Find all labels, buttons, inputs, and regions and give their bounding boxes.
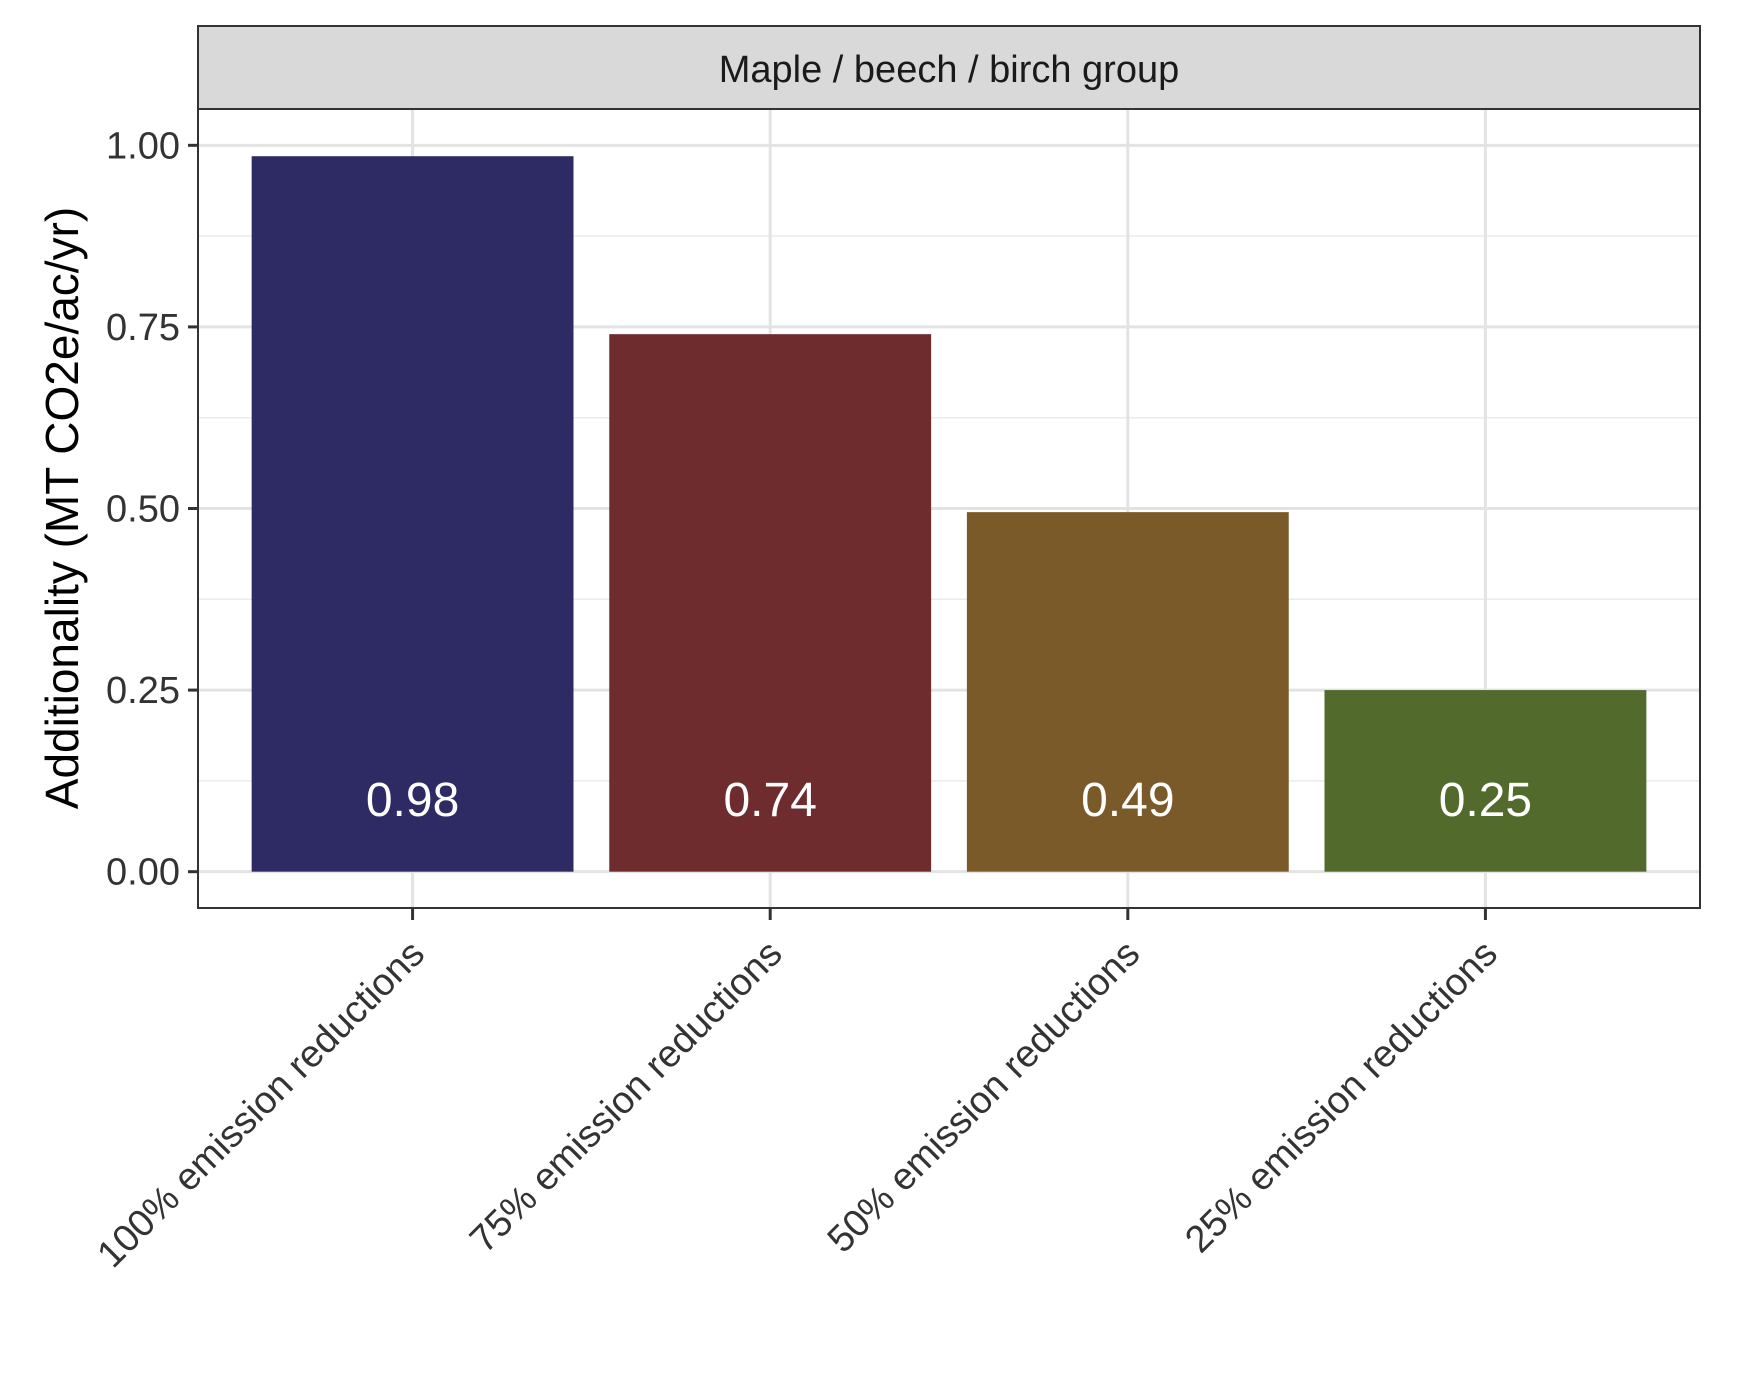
- facet-title: Maple / beech / birch group: [719, 49, 1180, 91]
- bar-value-label: 0.74: [723, 774, 816, 827]
- bar-value-label: 0.25: [1439, 774, 1532, 827]
- bar: [966, 512, 1289, 872]
- y-tick-label: 0.50: [106, 489, 180, 531]
- y-tick-label: 1.00: [106, 125, 180, 167]
- y-tick-label: 0.00: [106, 852, 180, 894]
- x-tick-label: 75% emission reductions: [462, 933, 790, 1261]
- bar-value-label: 0.49: [1081, 774, 1174, 827]
- bars: [251, 156, 1647, 872]
- x-tick-label: 100% emission reductions: [90, 933, 433, 1276]
- x-axis: 100% emission reductions 75% emission red…: [90, 908, 1506, 1276]
- y-tick-label: 0.25: [106, 670, 180, 712]
- bar: [251, 156, 574, 872]
- bar: [609, 334, 932, 872]
- x-tick-label: 50% emission reductions: [820, 933, 1148, 1261]
- bar-value-label: 0.98: [366, 774, 459, 827]
- facet-strip: [197, 25, 1701, 110]
- bar: [1324, 690, 1647, 872]
- y-axis-label: Additionality (MT CO2e/ac/yr): [36, 207, 88, 809]
- y-tick-label: 0.75: [106, 307, 180, 349]
- y-axis: 0.00 0.25 0.50 0.75 1.00: [106, 125, 198, 894]
- x-tick-label: 25% emission reductions: [1177, 933, 1505, 1261]
- bar-labels: 0.98 0.74 0.49 0.25: [366, 774, 1532, 827]
